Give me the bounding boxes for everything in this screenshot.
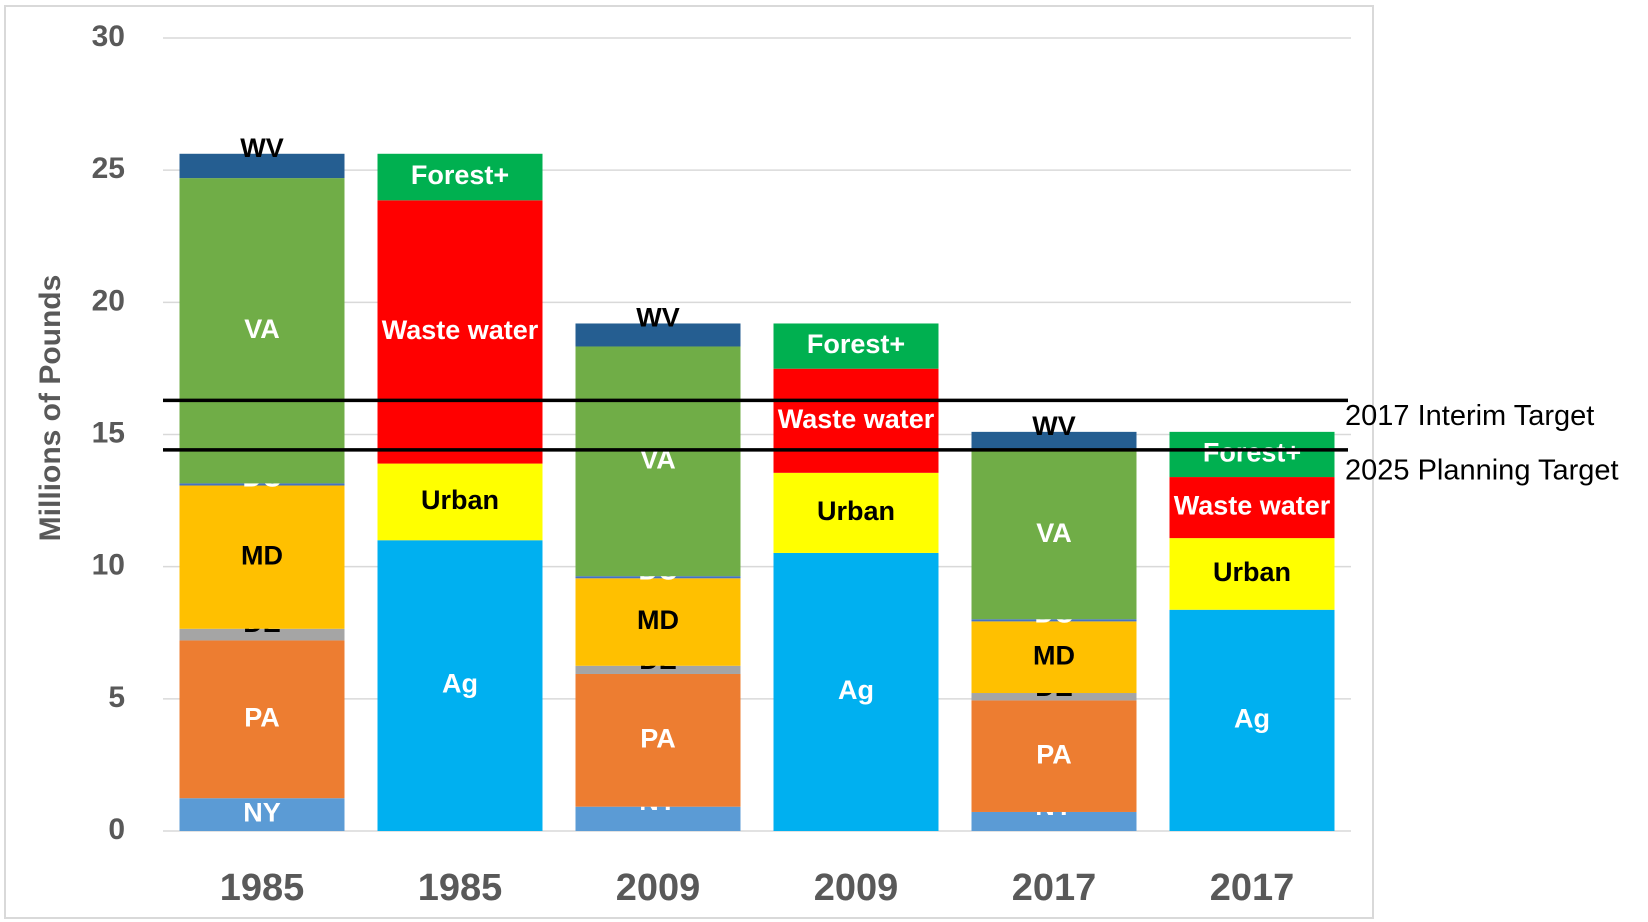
bar-segment xyxy=(377,200,543,464)
reference-label: 2017 Interim Target xyxy=(1345,400,1594,432)
plot-frame xyxy=(4,5,1374,919)
bar-segment xyxy=(575,346,741,577)
bar-segment xyxy=(179,628,345,641)
segment-label: VA xyxy=(244,314,280,344)
y-tick-label: 10 xyxy=(92,549,125,582)
segment-label: Forest+ xyxy=(807,329,905,359)
segment-label: WV xyxy=(636,303,680,333)
segment-label: Waste water xyxy=(778,404,935,434)
y-tick-label: 5 xyxy=(108,681,125,714)
x-tick-label: 2009 xyxy=(814,867,899,909)
segment-label: MD xyxy=(637,605,679,635)
y-tick-label: 25 xyxy=(92,152,125,185)
bar-segment xyxy=(575,576,741,579)
bar-segment xyxy=(377,153,543,201)
segment-label: WV xyxy=(240,133,284,163)
segment-label: Ag xyxy=(838,675,874,705)
bar-segment xyxy=(1169,609,1335,831)
x-tick-label: 1985 xyxy=(220,867,305,909)
bar-segment xyxy=(1169,538,1335,610)
bar-segment xyxy=(575,578,741,666)
bar-segment xyxy=(575,665,741,674)
bar-segment xyxy=(773,472,939,553)
segment-label: Urban xyxy=(421,485,499,515)
segment-label: PA xyxy=(1036,739,1072,769)
bar-segment xyxy=(179,798,345,831)
segment-label: MD xyxy=(241,540,283,570)
bar-segment xyxy=(971,621,1137,694)
y-tick-label: 0 xyxy=(108,813,125,846)
bar-segment xyxy=(773,323,939,369)
y-axis-label: Millions of Pounds xyxy=(34,275,67,542)
bar-segment xyxy=(179,485,345,629)
reference-label: 2025 Planning Target xyxy=(1345,454,1619,486)
segment-label: Urban xyxy=(1213,557,1291,587)
bar-segment xyxy=(575,806,741,831)
bar-segment xyxy=(971,693,1137,701)
bar-segment xyxy=(179,640,345,799)
bar-segment xyxy=(1169,477,1335,539)
bar-segment xyxy=(773,368,939,473)
bar-segment xyxy=(971,811,1137,831)
segment-label: WV xyxy=(1032,411,1076,441)
segment-label: Ag xyxy=(1234,704,1270,734)
segment-label: VA xyxy=(1036,518,1072,548)
segment-label: MD xyxy=(1033,640,1075,670)
segment-label: Forest+ xyxy=(411,160,509,190)
x-tick-label: 2017 xyxy=(1012,867,1097,909)
y-tick-label: 15 xyxy=(92,416,125,449)
bar-segment xyxy=(179,178,345,484)
x-tick-label: 1985 xyxy=(418,867,503,909)
bar-segment xyxy=(377,463,543,541)
segment-label: Waste water xyxy=(382,315,539,345)
bar-segment xyxy=(377,540,543,831)
segment-label: Waste water xyxy=(1174,491,1331,521)
bar-segment xyxy=(1169,431,1335,478)
bar-segment xyxy=(179,153,345,179)
segment-label: PA xyxy=(640,723,676,753)
segment-label: Urban xyxy=(817,496,895,526)
bar-segment xyxy=(179,483,345,486)
y-tick-label: 20 xyxy=(92,284,125,317)
bar-segment xyxy=(575,323,741,347)
y-tick-label: 30 xyxy=(92,20,125,53)
x-tick-label: 2009 xyxy=(616,867,701,909)
x-tick-label: 2017 xyxy=(1210,867,1295,909)
bar-segment xyxy=(971,700,1137,812)
bar-segment xyxy=(773,552,939,831)
bar-segment xyxy=(971,450,1137,620)
segment-label: NY xyxy=(243,798,281,828)
segment-label: PA xyxy=(244,702,280,732)
segment-label: Ag xyxy=(442,669,478,699)
segment-label: Forest+ xyxy=(1203,438,1301,468)
bar-segment xyxy=(971,431,1137,451)
bar-segment xyxy=(971,619,1137,622)
bar-segment xyxy=(575,673,741,807)
